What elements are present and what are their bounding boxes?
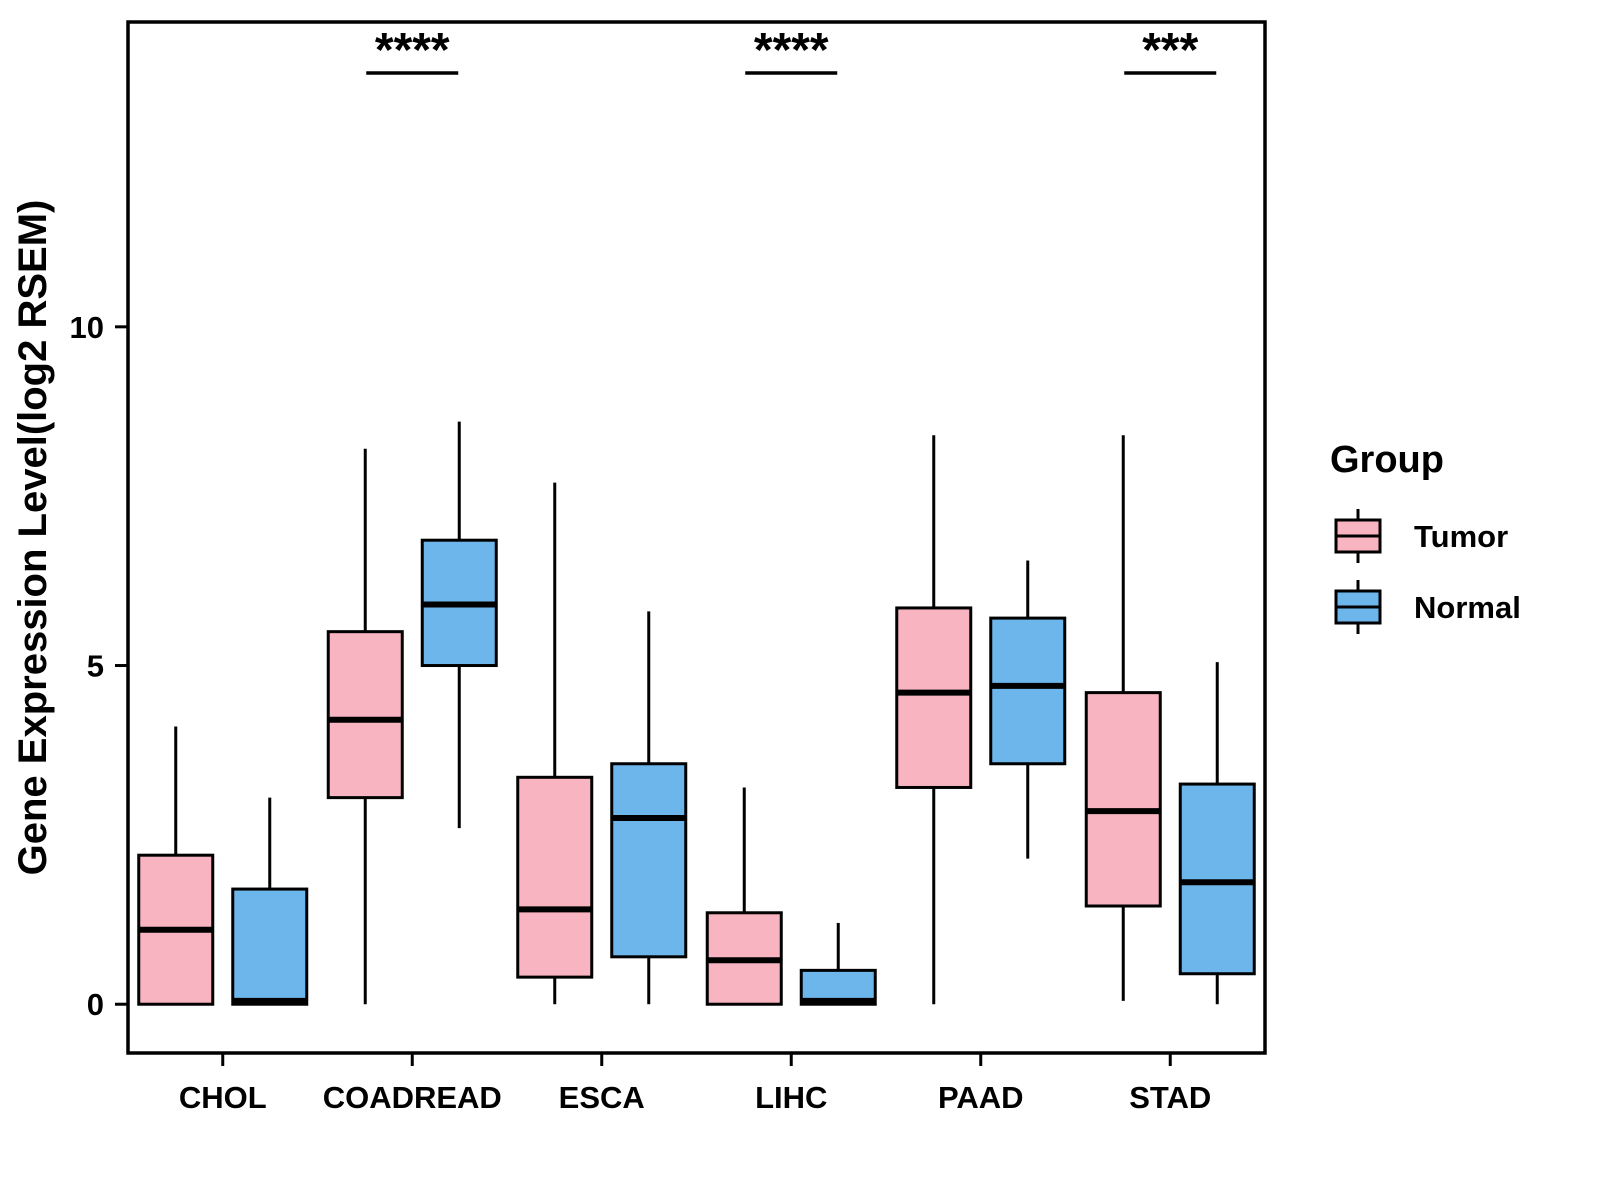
box-normal-esca <box>610 611 688 1005</box>
y-tick-label: 10 <box>70 310 104 345</box>
box-tumor-esca <box>516 482 594 1005</box>
box-normal-stad <box>1178 662 1256 1005</box>
y-tick-label: 0 <box>87 987 104 1022</box>
y-axis-label: Gene Expression Level(log2 RSEM) <box>11 200 55 876</box>
x-tick-label-paad: PAAD <box>938 1080 1024 1115</box>
box-normal-chol <box>231 797 309 1006</box>
x-tick-label-esca: ESCA <box>559 1080 645 1115</box>
legend-label-tumor: Tumor <box>1414 519 1508 554</box>
significance-coadread: **** <box>366 24 459 77</box>
x-tick-label-lihc: LIHC <box>755 1080 827 1115</box>
x-tick-label-stad: STAD <box>1129 1080 1211 1115</box>
box-tumor-lihc <box>705 787 783 1006</box>
legend-entry-normal: Normal <box>1334 580 1521 634</box>
significance-stars: **** <box>375 24 450 77</box>
panel-border <box>126 20 1267 1055</box>
y-tick-label: 5 <box>87 649 104 684</box>
box-normal-coadread <box>420 421 498 829</box>
x-tick-label-coadread: COADREAD <box>323 1080 502 1115</box>
x-tick-label-chol: CHOL <box>179 1080 267 1115</box>
significance-lihc: **** <box>745 24 838 77</box>
legend-entry-tumor: Tumor <box>1334 509 1508 563</box>
box-normal-paad <box>989 560 1067 859</box>
significance-stars: *** <box>1142 24 1198 77</box>
box-tumor-chol <box>137 726 215 1006</box>
box-tumor-coadread <box>326 448 404 1005</box>
box-normal-lihc <box>799 922 877 1006</box>
legend-label-normal: Normal <box>1414 590 1521 625</box>
box-tumor-stad <box>1084 435 1162 1001</box>
significance-stars: **** <box>754 24 829 77</box>
significance-stad: *** <box>1124 24 1217 77</box>
legend-title: Group <box>1330 439 1444 481</box>
box-tumor-paad <box>895 435 973 1005</box>
